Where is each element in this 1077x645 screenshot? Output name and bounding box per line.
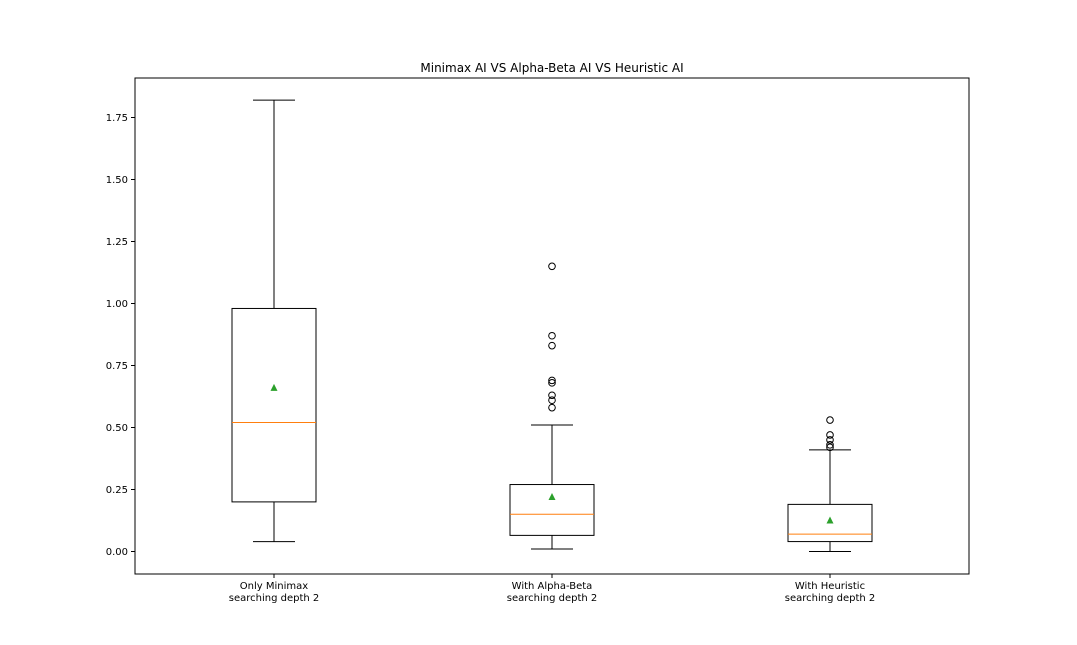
x-tick-label: With Alpha-Beta — [512, 581, 593, 592]
outlier-point — [826, 431, 834, 439]
outlier-point — [548, 341, 556, 350]
outlier-point — [548, 379, 556, 387]
y-tick-label: 0.00 — [106, 547, 128, 558]
y-tick-label: 1.00 — [106, 299, 128, 310]
outlier-point — [548, 376, 556, 385]
y-tick-label: 1.25 — [106, 237, 128, 248]
x-tick-label: With Heuristic — [795, 581, 865, 592]
x-tick-label: searching depth 2 — [229, 593, 320, 604]
outlier-point — [826, 436, 834, 444]
box-iqr — [509, 484, 595, 536]
x-tick-label: Only Minimax — [240, 581, 308, 592]
mean-marker — [826, 516, 834, 524]
y-tick-label: 1.50 — [106, 175, 128, 186]
y-tick-label: 0.50 — [106, 423, 128, 434]
mean-marker — [548, 492, 556, 500]
outlier-point — [826, 443, 834, 452]
outlier-point — [548, 396, 556, 405]
y-tick-label: 1.75 — [106, 113, 128, 124]
outlier-point — [826, 416, 834, 424]
x-tick-label: searching depth 2 — [507, 593, 598, 604]
y-tick-label: 0.75 — [106, 361, 128, 372]
chart-title: Minimax AI VS Alpha-Beta AI VS Heuristic… — [420, 61, 683, 75]
y-tick-label: 0.25 — [106, 485, 128, 496]
x-tick-label: searching depth 2 — [785, 593, 876, 604]
mean-marker — [270, 383, 278, 391]
axes-frame — [134, 77, 970, 575]
outlier-point — [548, 262, 556, 271]
outlier-point — [826, 441, 834, 449]
box-iqr — [787, 503, 873, 543]
plot-area: 0.00 0.25 0.50 0.75 1.00 1.25 1.50 1.75 Only Min… — [106, 99, 876, 604]
outlier-point — [548, 331, 556, 340]
box-iqr — [231, 307, 317, 503]
outlier-point — [548, 403, 556, 412]
outlier-point — [548, 391, 556, 400]
